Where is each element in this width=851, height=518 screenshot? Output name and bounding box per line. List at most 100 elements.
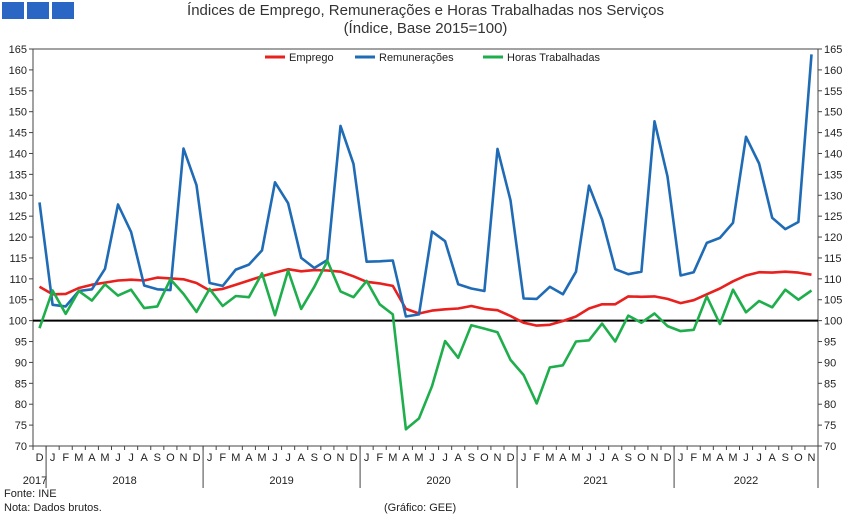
x-month-label: M [702,452,711,464]
series-line-horas-trabalhadas [38,259,813,431]
x-month-label: F [533,452,540,464]
y-tick-label-left: 150 [9,107,27,119]
y-tick-label-left: 135 [9,169,27,181]
y-tick-label-left: 70 [15,441,27,453]
y-tick-label-left: 85 [15,378,27,390]
y-tick-label-left: 145 [9,128,27,140]
geee-logo-icon [2,2,74,19]
x-month-label: J [743,452,749,464]
x-month-label: S [625,452,632,464]
y-tick-label-left: 160 [9,65,27,77]
x-month-label: N [179,452,187,464]
y-tick-label-right: 120 [824,232,842,244]
x-month-label: M [100,452,109,464]
x-year-label: 2019 [269,475,293,487]
x-month-label: O [637,452,646,464]
y-tick-label-left: 90 [15,357,27,369]
x-month-label: J [599,452,605,464]
x-month-label: D [507,452,515,464]
y-tick-label-right: 80 [824,399,836,411]
x-month-label: J [285,452,291,464]
axes-layer: 70 70 75 75 80 80 85 85 90 90 95 95 100 100 105 105 110 1… [9,44,842,488]
x-month-label: F [219,452,226,464]
x-month-label: O [166,452,175,464]
y-tick-label-left: 105 [9,295,27,307]
y-tick-label-right: 145 [824,128,842,140]
x-month-label: D [36,452,44,464]
x-month-label: J [586,452,592,464]
x-month-label: J [521,452,527,464]
x-month-label: A [716,452,724,464]
x-month-label: A [298,452,306,464]
x-month-label: D [664,452,672,464]
x-month-label: J [442,452,448,464]
x-month-label: F [62,452,69,464]
y-tick-label-left: 110 [9,274,27,286]
x-month-label: J [756,452,762,464]
x-month-label: M [74,452,83,464]
x-month-label: M [414,452,423,464]
y-tick-label-left: 125 [9,211,27,223]
x-month-label: D [350,452,358,464]
x-month-label: F [690,452,697,464]
y-tick-label-left: 95 [15,337,27,349]
legend-label: Horas Trabalhadas [507,52,600,64]
legend: Emprego Remunerações Horas Trabalhadas [265,52,600,64]
y-tick-label-left: 80 [15,399,27,411]
x-month-label: A [245,452,253,464]
legend-label: Emprego [289,52,334,64]
y-tick-label-right: 135 [824,169,842,181]
y-tick-label-right: 115 [824,253,842,265]
x-month-label: A [612,452,620,464]
x-month-label: S [468,452,475,464]
x-month-label: J [50,452,56,464]
y-tick-label-right: 95 [824,337,836,349]
x-month-label: J [115,452,121,464]
y-tick-label-right: 100 [824,316,842,328]
logo-square [27,2,49,19]
chart-title: Índices de Emprego, Remunerações e Horas… [0,2,851,38]
y-tick-label-right: 110 [824,274,842,286]
x-month-label: J [272,452,278,464]
x-month-label: M [728,452,737,464]
x-year-label: 2018 [112,475,136,487]
source-note: Fonte: INE [4,488,57,500]
y-tick-label-right: 150 [824,107,842,119]
x-month-label: M [571,452,580,464]
x-month-label: S [782,452,789,464]
x-month-label: N [493,452,501,464]
x-month-label: M [231,452,240,464]
chart-credit: (Gráfico: GEE) [384,502,457,514]
series-line-emprego [38,267,812,327]
x-month-label: J [429,452,435,464]
y-tick-label-right: 160 [824,65,842,77]
y-tick-label-right: 85 [824,378,836,390]
y-tick-label-left: 120 [9,232,27,244]
x-month-label: A [88,452,96,464]
x-month-label: J [678,452,684,464]
y-tick-label-left: 130 [9,190,27,202]
y-tick-label-left: 155 [9,86,27,98]
x-month-label: D [193,452,201,464]
x-month-label: F [376,452,383,464]
x-month-label: J [364,452,370,464]
logo-square [2,2,24,19]
x-month-label: A [402,452,410,464]
x-month-label: M [388,452,397,464]
y-tick-label-right: 130 [824,190,842,202]
series-line-remunera-es [38,54,813,318]
x-month-label: O [794,452,803,464]
y-tick-label-right: 125 [824,211,842,223]
y-tick-label-right: 75 [824,420,836,432]
x-month-label: N [807,452,815,464]
x-month-label: N [336,452,344,464]
data-note: Nota: Dados brutos. [4,502,102,514]
x-month-label: A [559,452,567,464]
x-year-label: 2020 [426,475,450,487]
x-month-label: A [769,452,777,464]
x-month-label: O [323,452,332,464]
x-month-label: A [455,452,463,464]
x-month-label: S [154,452,161,464]
y-tick-label-left: 140 [9,148,27,160]
